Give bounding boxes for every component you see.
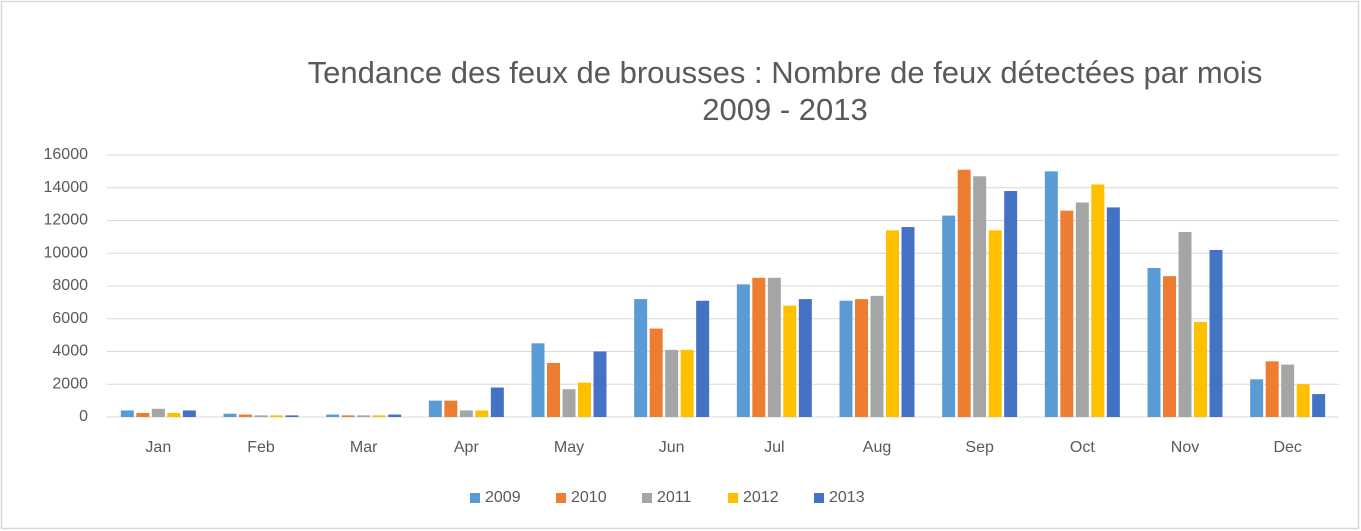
bar (1106, 207, 1120, 417)
bar (285, 415, 299, 417)
bar (839, 300, 853, 417)
bar (182, 410, 196, 417)
bar (475, 410, 489, 417)
bar (1209, 249, 1223, 417)
bar (1044, 171, 1058, 417)
legend-label: 2011 (657, 489, 692, 506)
legend-swatch (814, 493, 824, 503)
y-tick-label: 4000 (52, 343, 88, 360)
bar (665, 349, 679, 417)
bar (886, 230, 899, 417)
legend-swatch (642, 493, 652, 503)
bar (239, 414, 252, 417)
bar (1060, 210, 1074, 417)
bar (254, 415, 268, 417)
legend-swatch (470, 493, 480, 503)
bar (1004, 191, 1018, 417)
bar (752, 277, 766, 417)
x-tick-label: Oct (1070, 439, 1095, 456)
bar (223, 413, 237, 417)
bar (167, 412, 181, 417)
bar (649, 328, 663, 417)
legend-label: 2010 (571, 489, 607, 506)
bar (634, 299, 648, 417)
bar (1178, 231, 1192, 417)
bar (357, 415, 371, 417)
y-tick-label: 12000 (44, 212, 89, 229)
bar (680, 349, 694, 417)
bar (973, 176, 987, 417)
legend-label: 2012 (743, 489, 779, 506)
bar (1091, 184, 1105, 417)
x-tick-label: May (554, 439, 584, 456)
bar (1075, 202, 1089, 417)
bar (326, 414, 340, 417)
bar (562, 389, 576, 417)
bar (957, 169, 971, 417)
bar (531, 343, 545, 417)
chart-subtitle: 2009 - 2013 (702, 92, 867, 127)
y-tick-label: 10000 (44, 244, 89, 261)
bar (578, 382, 591, 417)
bar (490, 387, 504, 417)
legend-swatch (728, 493, 738, 503)
y-tick-label: 8000 (52, 277, 88, 294)
y-tick-label: 0 (79, 408, 88, 425)
bar (1163, 276, 1176, 417)
bar (783, 305, 797, 417)
bar (1296, 384, 1310, 417)
bar (136, 412, 150, 417)
bar (444, 400, 458, 417)
x-tick-label: Jun (659, 439, 685, 456)
x-tick-label: Apr (454, 439, 480, 456)
bar (593, 351, 607, 417)
bar (736, 284, 750, 417)
y-tick-label: 2000 (52, 375, 88, 392)
x-tick-label: Jan (145, 439, 171, 456)
bar (1194, 322, 1207, 417)
bar (270, 415, 283, 417)
bar (696, 300, 710, 417)
legend-swatch (556, 493, 566, 503)
bar (1250, 379, 1264, 417)
x-tick-label: Nov (1171, 439, 1199, 456)
y-tick-label: 14000 (44, 179, 89, 196)
x-tick-label: Aug (863, 439, 891, 456)
x-tick-label: Mar (350, 439, 378, 456)
bar (547, 362, 560, 417)
x-tick-label: Jul (764, 439, 784, 456)
bar (428, 400, 442, 417)
bar (988, 230, 1002, 417)
y-tick-label: 6000 (52, 310, 88, 327)
bar (151, 408, 165, 417)
bar (1281, 364, 1295, 417)
bar (798, 299, 812, 417)
y-tick-label: 16000 (44, 146, 89, 163)
bar (1147, 267, 1161, 417)
bar (341, 415, 355, 417)
bar (372, 415, 386, 417)
bar (767, 277, 781, 417)
bar (388, 414, 402, 417)
bar (459, 410, 473, 417)
legend-label: 2013 (829, 489, 865, 506)
bar (1312, 394, 1326, 417)
bar (120, 410, 134, 417)
x-tick-label: Sep (965, 439, 994, 456)
chart-title: Tendance des feux de brousses : Nombre d… (308, 55, 1263, 90)
bar (901, 227, 915, 417)
bar (870, 295, 884, 417)
bar (942, 215, 956, 417)
bar (1265, 361, 1279, 417)
legend-label: 2009 (485, 489, 521, 506)
bar (855, 299, 868, 417)
x-tick-label: Feb (247, 439, 275, 456)
x-tick-label: Dec (1273, 439, 1301, 456)
